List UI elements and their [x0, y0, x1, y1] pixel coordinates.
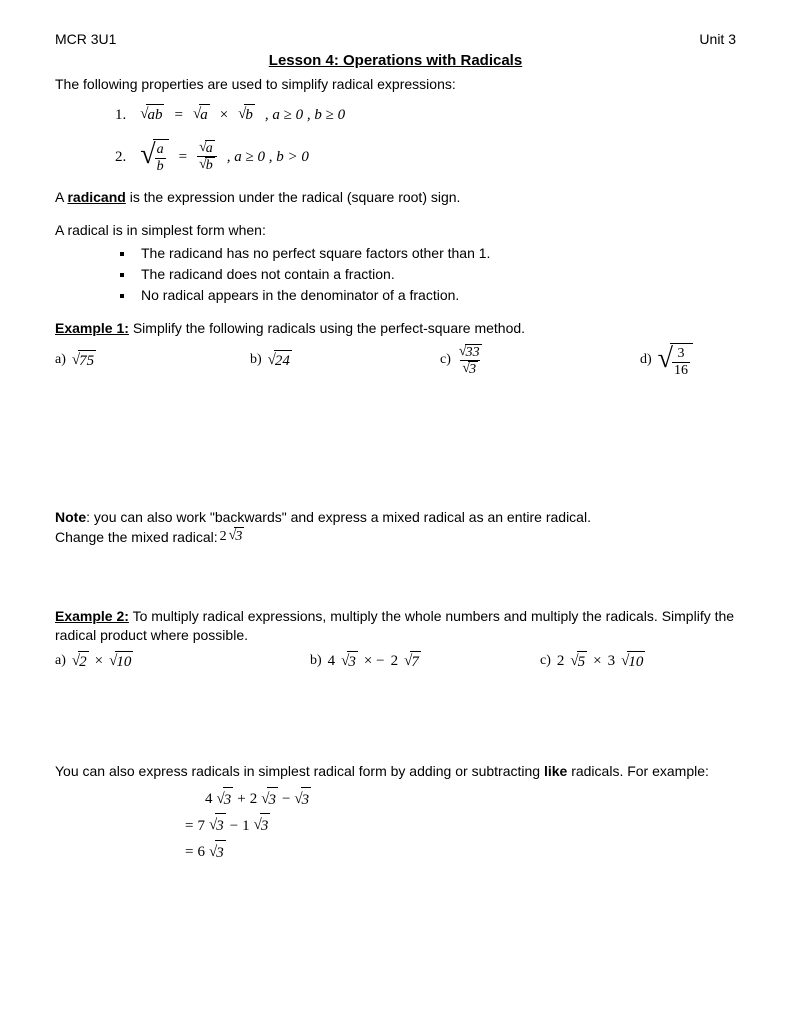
ex1-c-den: 3 [468, 361, 478, 377]
ex2-b-c2: 2 [391, 651, 399, 671]
times: × [220, 105, 228, 125]
course-code: MCR 3U1 [55, 30, 116, 49]
intro-text: The following properties are used to sim… [55, 75, 736, 94]
sqrt-ab: √ab [140, 104, 164, 125]
radicand-definition: A radicand is the expression under the r… [55, 188, 736, 207]
ex2-c-c2: 3 [608, 651, 616, 671]
w2c2: 1 [242, 814, 250, 840]
ex1-c-num: 33 [465, 344, 482, 360]
ex1-d-num: 3 [676, 346, 687, 361]
example1-heading: Example 1: Simplify the following radica… [55, 319, 736, 338]
radicand-post: is the expression under the radical (squ… [126, 189, 461, 205]
note-text: : you can also work "backwards" and expr… [86, 509, 591, 525]
like-post: radicals. For example: [567, 763, 709, 779]
ex1-d-label: d) [640, 351, 652, 370]
work-line-3: = 6√3 [185, 840, 736, 867]
workspace-3 [55, 672, 736, 762]
example1-text: Simplify the following radicals using th… [129, 320, 525, 336]
property-1: 1. √ab = √a × √b , a ≥ 0 , b ≥ 0 [115, 104, 736, 125]
prop2-number: 2. [115, 147, 126, 167]
worked-example: 4√3 + 2√3 − √3 = 7√3 − 1√3 = 6√3 [185, 787, 736, 867]
equals: = [174, 105, 182, 125]
ex1-a-val: 75 [78, 350, 96, 371]
ex1-c: c) √33 √3 [440, 344, 640, 378]
ex2-b-r1: 3 [347, 651, 358, 672]
w2c1: 7 [197, 814, 205, 840]
bullet-3: No radical appears in the denominator of… [135, 286, 736, 305]
like-pre: You can also express radicals in simples… [55, 763, 544, 779]
prop1-cond: , a ≥ 0 , b ≥ 0 [265, 105, 345, 125]
ex2-a-r2: 10 [115, 651, 133, 672]
like-radicals-text: You can also express radicals in simples… [55, 762, 736, 781]
ex2-a-r1: 2 [78, 651, 89, 672]
lesson-title: Lesson 4: Operations with Radicals [55, 51, 736, 71]
simplest-bullets: The radicand has no perfect square facto… [95, 244, 736, 305]
ex1-a: a) √75 [55, 350, 250, 371]
ex1-c-label: c) [440, 351, 451, 370]
note-line2-pre: Change the mixed radical: [55, 528, 218, 547]
frac-sqrt: √a √b [197, 140, 217, 174]
note-rad: 3 [234, 527, 244, 547]
ex2-a-label: a) [55, 652, 66, 671]
example2-row: a) √2 × √10 b) 4√3 × −2√7 c) 2√5 × 3√10 [55, 651, 736, 672]
ex2-c: c) 2√5 × 3√10 [540, 651, 645, 672]
prop1-number: 1. [115, 105, 126, 125]
ex2-c-r1: 5 [577, 651, 588, 672]
sqrt-b: √b [238, 104, 255, 125]
workspace-1 [55, 378, 736, 508]
ex1-a-label: a) [55, 351, 66, 370]
ex2-b: b) 4√3 × −2√7 [310, 651, 540, 672]
page-header: MCR 3U1 Unit 3 [55, 30, 736, 49]
simplest-intro: A radical is in simplest form when: [55, 221, 736, 240]
example2-text: To multiply radical expressions, multipl… [55, 608, 734, 643]
note-line: Note: you can also work "backwards" and … [55, 508, 736, 527]
sqrt-frac-ab: √ ab [140, 139, 168, 174]
note-line2: Change the mixed radical: 2√3 [55, 527, 736, 547]
page: MCR 3U1 Unit 3 Lesson 4: Operations with… [0, 0, 791, 1024]
example2-heading: Example 2: To multiply radical expressio… [55, 607, 736, 645]
properties-list: 1. √ab = √a × √b , a ≥ 0 , b ≥ 0 2. √ ab… [115, 104, 736, 174]
work-line-2: = 7√3 − 1√3 [185, 813, 736, 840]
ex2-a: a) √2 × √10 [55, 651, 310, 672]
w3c1: 6 [197, 840, 205, 866]
bullet-2: The radicand does not contain a fraction… [135, 265, 736, 284]
unit-label: Unit 3 [699, 30, 736, 49]
radicand-pre: A [55, 189, 67, 205]
ex2-c-c1: 2 [557, 651, 565, 671]
ex1-b-label: b) [250, 351, 262, 370]
ex1-d: d) √ 316 [640, 343, 693, 378]
w1c2: 2 [250, 787, 258, 813]
radicand-word: radicand [67, 189, 125, 205]
ex2-b-label: b) [310, 652, 322, 671]
like-word: like [544, 763, 567, 779]
ex2-b-r2: 7 [410, 651, 421, 672]
ex2-c-r2: 10 [627, 651, 645, 672]
equals2: = [179, 147, 187, 167]
work-line-1: 4√3 + 2√3 − √3 [185, 787, 736, 814]
example1-label: Example 1: [55, 320, 129, 336]
note-label: Note [55, 509, 86, 525]
ex2-b-c1: 4 [328, 651, 336, 671]
ex1-d-den: 16 [672, 362, 690, 378]
example2-label: Example 2: [55, 608, 129, 624]
note-coef: 2 [220, 528, 227, 547]
prop2-cond: , a ≥ 0 , b > 0 [227, 147, 309, 167]
ex2-c-label: c) [540, 652, 551, 671]
w1c1: 4 [205, 787, 213, 813]
bullet-1: The radicand has no perfect square facto… [135, 244, 736, 263]
ex1-b-val: 24 [274, 350, 292, 371]
property-2: 2. √ ab = √a √b , a ≥ 0 , b > 0 [115, 139, 736, 174]
example1-row: a) √75 b) √24 c) √33 √3 d) √ 316 [55, 343, 736, 378]
sqrt-a: √a [193, 104, 210, 125]
workspace-2 [55, 547, 736, 607]
ex1-b: b) √24 [250, 350, 440, 371]
